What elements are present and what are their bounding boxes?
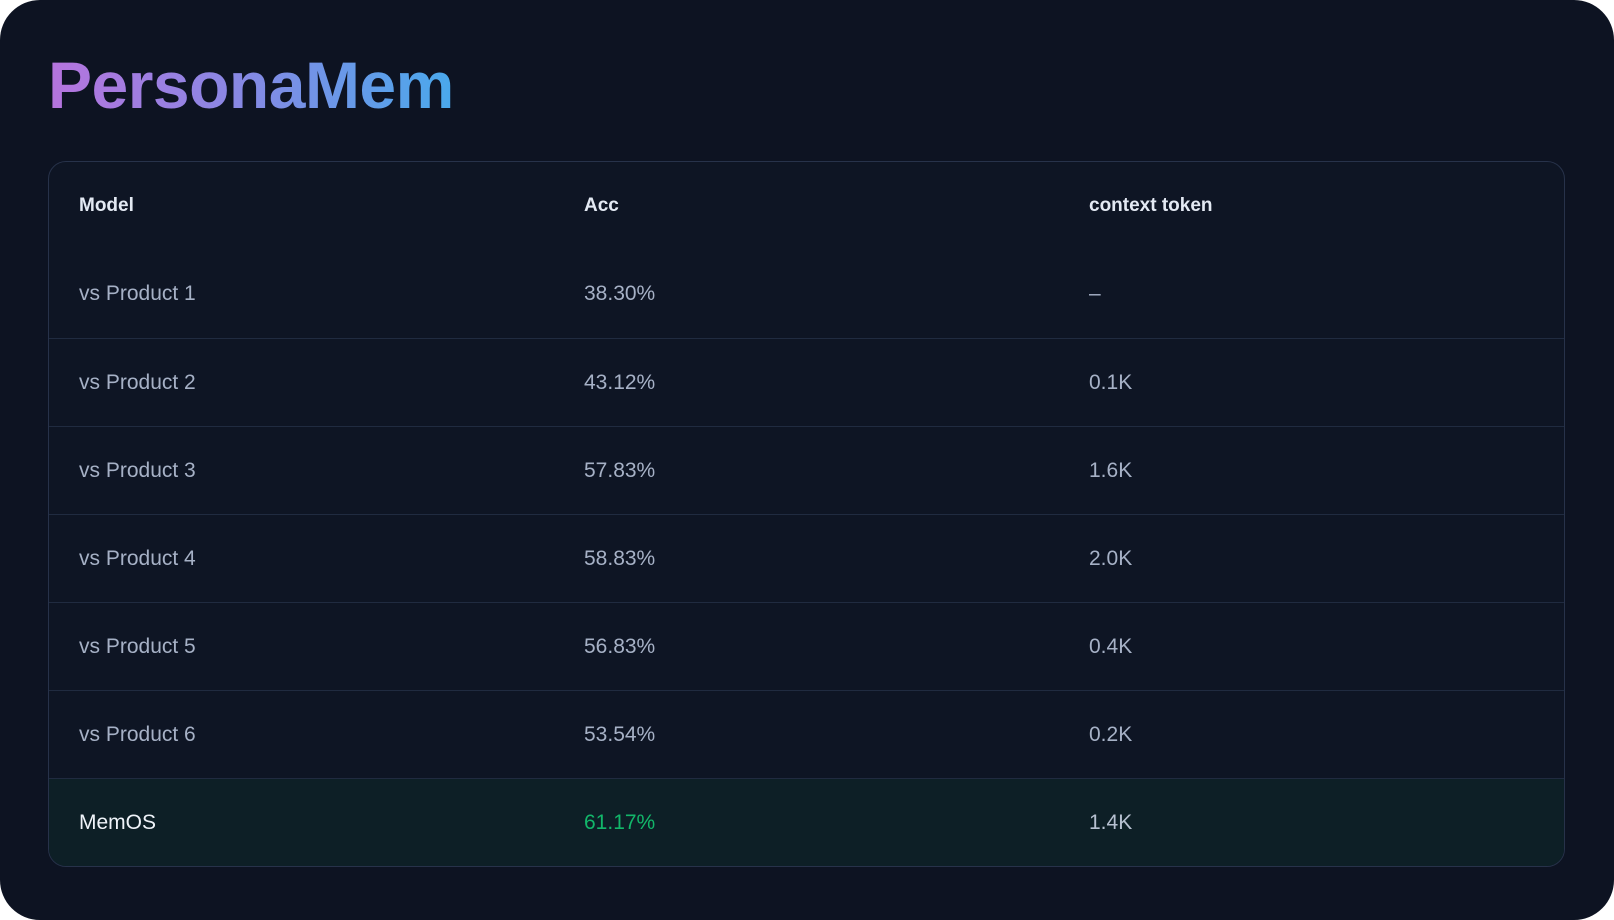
acc-cell-highlight-green: 61.17%: [584, 810, 656, 834]
acc-cell: 57.83%: [584, 458, 656, 482]
acc-cell: 56.83%: [584, 634, 656, 658]
context-token-cell: 1.4K: [1089, 810, 1133, 834]
model-cell: vs Product 6: [79, 722, 196, 746]
acc-cell: 43.12%: [584, 370, 656, 394]
context-token-cell: 0.2K: [1089, 722, 1133, 746]
model-cell: vs Product 2: [79, 370, 196, 394]
table-header-row: Model Acc context token: [49, 162, 1564, 250]
model-cell: vs Product 4: [79, 546, 196, 570]
column-header-acc: Acc: [584, 195, 619, 216]
acc-cell: 53.54%: [584, 722, 656, 746]
acc-cell: 58.83%: [584, 546, 656, 570]
table-row-product-2: vs Product 2 43.12% 0.1K: [49, 338, 1564, 426]
context-token-cell: 2.0K: [1089, 546, 1133, 570]
context-token-cell: 1.6K: [1089, 458, 1133, 482]
column-header-model: Model: [79, 195, 134, 216]
table-row-memos-highlight: MemOS 61.17% 1.4K: [49, 778, 1564, 866]
table-row-product-4: vs Product 4 58.83% 2.0K: [49, 514, 1564, 602]
page-title: PersonaMem: [48, 48, 454, 122]
context-token-cell: –: [1089, 282, 1101, 305]
table-row-product-3: vs Product 3 57.83% 1.6K: [49, 426, 1564, 514]
table-row-product-6: vs Product 6 53.54% 0.2K: [49, 690, 1564, 778]
table-row-product-1: vs Product 1 38.30% –: [49, 250, 1564, 338]
table-row-product-5: vs Product 5 56.83% 0.4K: [49, 602, 1564, 690]
benchmark-table: Model Acc context token vs Product 1 38.…: [48, 161, 1565, 867]
acc-cell: 38.30%: [584, 282, 656, 305]
table-body: vs Product 1 38.30% – vs Product 2 43.12…: [49, 250, 1564, 866]
model-cell: MemOS: [79, 810, 157, 834]
model-cell: vs Product 1: [79, 282, 196, 305]
context-token-cell: 0.1K: [1089, 370, 1133, 394]
column-header-context-token: context token: [1089, 195, 1213, 216]
model-cell: vs Product 3: [79, 458, 196, 482]
model-cell: vs Product 5: [79, 634, 196, 658]
context-token-cell: 0.4K: [1089, 634, 1133, 658]
